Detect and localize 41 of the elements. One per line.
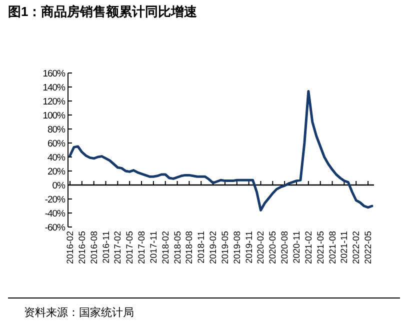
- x-tick-label: 2018-02: [160, 231, 170, 264]
- y-tick-label: 0%: [52, 180, 66, 192]
- x-tick-label: 2017-05: [124, 231, 135, 264]
- y-tick-label: 140%: [42, 82, 66, 94]
- x-tick-label: 2018-05: [172, 231, 182, 264]
- y-tick-label: 120%: [42, 96, 66, 108]
- y-tick-label: 40%: [47, 152, 66, 164]
- x-tick-label: 2020-05: [268, 231, 278, 264]
- x-tick-label: 2019-02: [208, 231, 218, 264]
- text: 资料来源：国家统计局: [24, 306, 134, 319]
- x-tick-label: 2016-11: [100, 231, 111, 264]
- x-tick-label: 2019-05: [220, 231, 230, 264]
- line-series: [68, 90, 374, 212]
- x-tick-label: 2022-02: [351, 231, 362, 264]
- x-tick-label: 2017-08: [136, 231, 147, 264]
- x-tick-label: 2017-11: [148, 231, 158, 264]
- y-tick-label: 80%: [47, 124, 66, 136]
- y-tick-label: 20%: [47, 166, 66, 178]
- x-tick-label: 2020-11: [292, 231, 302, 264]
- x-tick-label: 2021-02: [303, 231, 314, 264]
- x-tick-label: 2018-11: [196, 231, 206, 264]
- x-tick-label: 2016-05: [76, 231, 87, 264]
- x-tick-label: 2021-05: [315, 231, 326, 264]
- x-tick-label: 2021-08: [327, 231, 338, 264]
- y-tick-label: -20%: [44, 194, 66, 206]
- x-tick-label: 2016-02: [64, 231, 75, 264]
- x-tick-label: 2021-11: [339, 231, 350, 264]
- x-tick-label: 2020-02: [256, 231, 266, 264]
- y-tick-label: -60%: [44, 222, 66, 234]
- x-tick-label: 2019-11: [244, 231, 254, 264]
- x-tick-label: 2018-08: [184, 231, 194, 264]
- x-tick-label: 2016-08: [88, 231, 99, 264]
- x-tick-label: 2017-02: [112, 231, 123, 264]
- x-tick-label: 2022-05: [363, 231, 374, 264]
- x-tick-label: 2019-08: [232, 231, 242, 264]
- y-tick-label: 160%: [42, 68, 66, 80]
- chart-title: 图1：商品房销售额累计同比增速: [8, 4, 198, 19]
- x-tick-label: 2020-08: [280, 231, 290, 264]
- y-tick-label: 60%: [47, 138, 66, 150]
- y-tick-label: -40%: [44, 208, 66, 220]
- y-tick-label: 100%: [42, 110, 66, 122]
